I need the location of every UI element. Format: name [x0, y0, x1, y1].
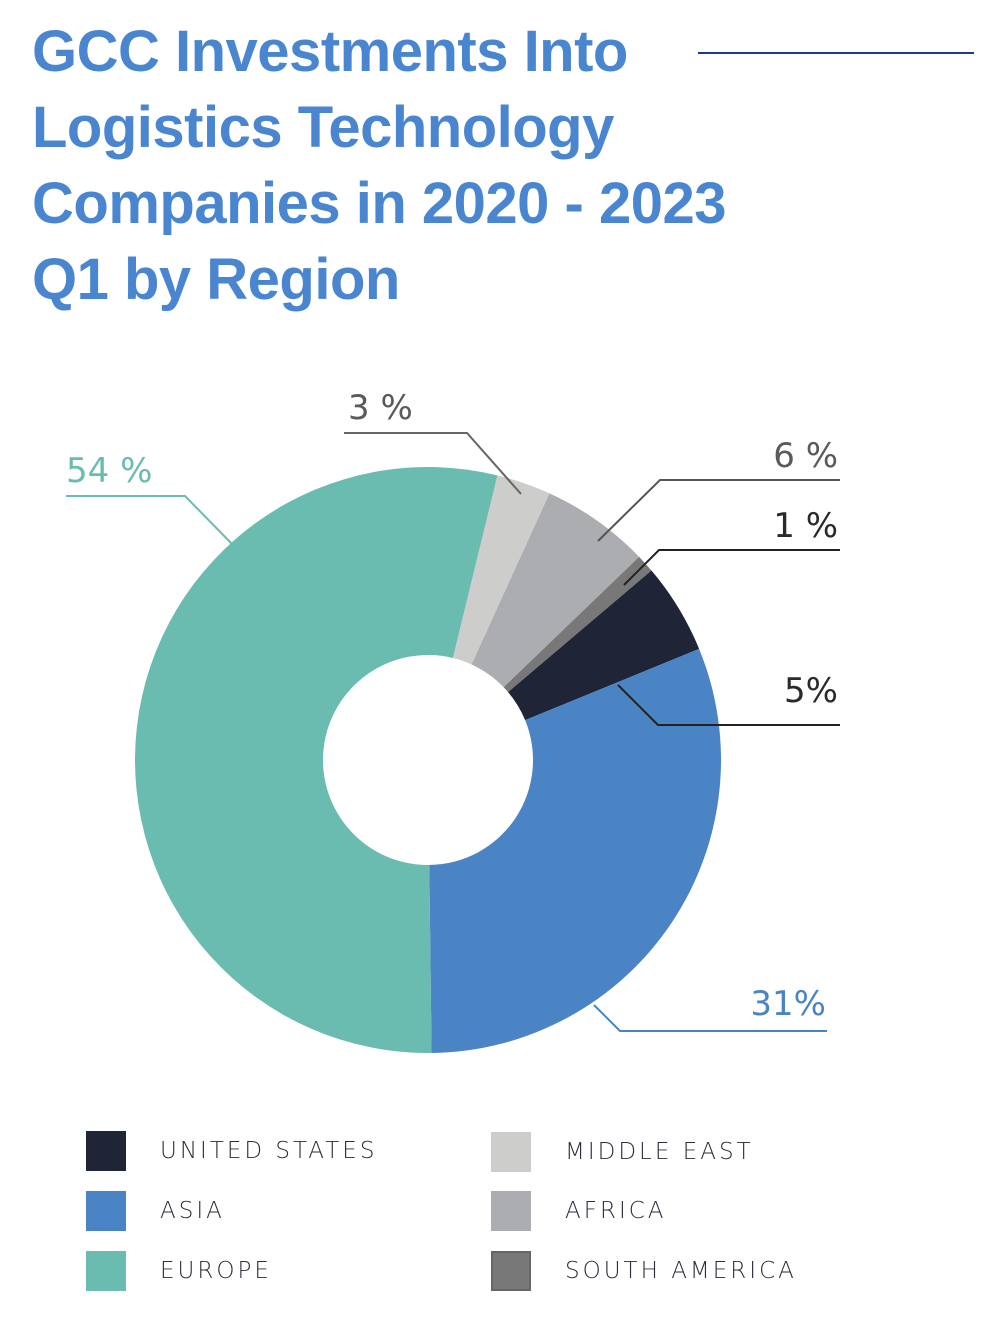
data-label-asia: 31%	[750, 984, 826, 1024]
legend-label: ASIA	[160, 1198, 225, 1224]
data-label-middle-east: 3 %	[348, 388, 413, 428]
legend-item-africa: AFRICA	[491, 1191, 667, 1231]
leader-line-middle-east	[344, 432, 522, 495]
legend-item-asia: ASIA	[86, 1191, 225, 1231]
leader-line-south-america	[623, 549, 840, 586]
legend-label: MIDDLE EAST	[565, 1139, 754, 1165]
legend-swatch	[86, 1131, 126, 1171]
slice-asia	[429, 648, 721, 1053]
legend-label: UNITED STATES	[160, 1138, 378, 1164]
data-label-africa: 6 %	[773, 436, 838, 476]
legend-swatch	[491, 1132, 531, 1172]
title-rule	[698, 52, 974, 54]
legend-swatch	[491, 1251, 531, 1291]
legend-label: EUROPE	[160, 1258, 272, 1284]
data-label-europe: 54 %	[66, 451, 152, 491]
data-label-south-america: 1 %	[773, 506, 838, 546]
slice-united-states	[508, 570, 700, 721]
leader-line-united-states	[617, 684, 840, 726]
legend-item-south-america: SOUTH AMERICA	[491, 1251, 797, 1291]
data-label-united-states: 5%	[784, 671, 838, 711]
slice-south-america	[503, 556, 652, 693]
legend-label: AFRICA	[565, 1198, 667, 1224]
leader-line-europe	[66, 495, 233, 545]
legend-swatch	[86, 1191, 126, 1231]
slice-middle-east	[452, 475, 550, 665]
slice-africa	[471, 493, 640, 688]
chart-title: GCC Investments Into Logistics Technolog…	[32, 19, 727, 312]
legend-item-united-states: UNITED STATES	[86, 1131, 377, 1171]
legend-swatch	[86, 1251, 126, 1291]
legend-item-europe: EUROPE	[86, 1251, 272, 1291]
leader-line-africa	[597, 479, 840, 542]
legend-swatch	[491, 1191, 531, 1231]
leader-line-asia	[593, 1004, 827, 1032]
legend-item-middle-east: MIDDLE EAST	[491, 1132, 754, 1172]
slice-europe	[134, 467, 498, 1053]
legend-label: SOUTH AMERICA	[565, 1258, 797, 1284]
